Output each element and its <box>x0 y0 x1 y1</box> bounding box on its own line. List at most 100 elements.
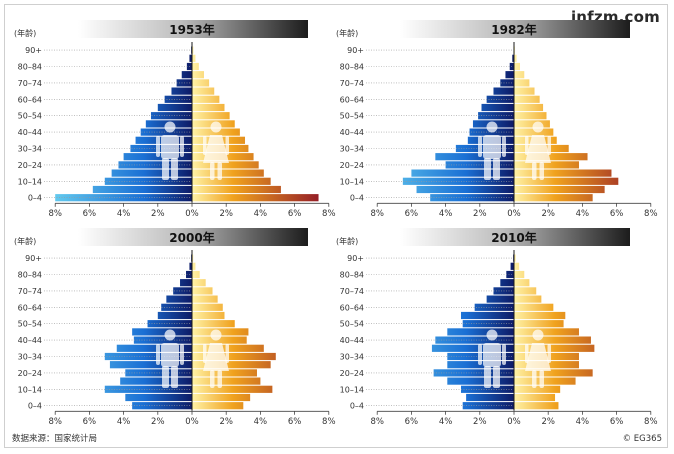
x-tick-label: 0% <box>185 417 199 427</box>
female-bar-85-89 <box>192 54 196 62</box>
male-bar-85-89 <box>189 54 192 62</box>
male-bar-85-89 <box>512 54 514 62</box>
female-bar-50-54 <box>192 112 230 120</box>
female-bar-15-19 <box>192 169 264 177</box>
female-bar-40-44 <box>192 336 247 344</box>
chart-title: 1953年 <box>169 22 214 37</box>
male-bar-45-49 <box>447 328 514 336</box>
male-bar-60-64 <box>164 95 192 103</box>
female-bar-85-89 <box>514 54 517 62</box>
female-bar-20-24 <box>514 161 579 169</box>
age-tick-0-4: 0–4 <box>28 194 42 203</box>
age-tick-20-24: 20–24 <box>18 369 42 378</box>
male-bar-25-29 <box>435 153 514 161</box>
female-bar-35-39 <box>514 344 595 352</box>
female-bar-75-79 <box>192 279 206 287</box>
female-bar-5-9 <box>514 393 556 402</box>
age-tick-20-24: 20–24 <box>18 161 42 170</box>
chart-title: 2000年 <box>169 230 214 245</box>
age-tick-10-14: 10–14 <box>18 177 42 186</box>
x-tick-label: 4% <box>117 417 131 427</box>
female-bar-70-74 <box>514 79 530 87</box>
female-bar-60-64 <box>192 303 223 311</box>
age-tick-90: 90+ <box>25 46 42 55</box>
male-bar-40-44 <box>435 336 514 344</box>
male-bar-15-19 <box>111 169 192 177</box>
x-tick-label: 4% <box>576 209 590 219</box>
x-tick-label: 2% <box>473 417 487 427</box>
female-bar-0-4 <box>192 194 319 202</box>
age-tick-60-64: 60–64 <box>18 95 42 104</box>
x-tick-label: 6% <box>610 417 624 427</box>
male-bar-50-54 <box>150 112 192 120</box>
female-bar-10-14 <box>514 177 619 185</box>
pyramid-chart-1953: 1953年 (年龄) 0–4 10–14 20–24 30–34 40–44 50–54 60–… <box>14 20 336 219</box>
female-bar-80-84 <box>192 62 199 71</box>
female-bar-15-19 <box>514 169 612 177</box>
x-tick-label: 2% <box>541 209 555 219</box>
age-tick-0-4: 0–4 <box>350 194 364 203</box>
male-bar-10-14 <box>402 177 514 185</box>
female-bar-70-74 <box>192 287 213 295</box>
female-bar-80-84 <box>514 62 520 71</box>
male-bar-40-44 <box>133 336 192 344</box>
male-bar-5-9 <box>92 185 192 194</box>
age-tick-30-34: 30–34 <box>18 353 42 362</box>
male-bar-65-69 <box>171 87 192 95</box>
x-tick-label: 8% <box>644 209 658 219</box>
age-tick-60-64: 60–64 <box>340 95 364 104</box>
female-bar-65-69 <box>514 87 535 95</box>
title-band <box>400 20 630 38</box>
female-bar-80-84 <box>514 270 525 279</box>
female-bar-50-54 <box>514 112 547 120</box>
title-band <box>78 228 308 246</box>
data-source-note: 数据来源：国家统计局 <box>12 434 98 444</box>
x-tick-label: 8% <box>644 417 658 427</box>
male-bar-50-54 <box>462 320 514 328</box>
male-bar-10-14 <box>460 385 514 393</box>
x-tick-label: 8% <box>48 417 62 427</box>
female-bar-15-19 <box>192 377 261 385</box>
male-bar-40-44 <box>140 128 192 136</box>
age-tick-80-84: 80–84 <box>340 271 364 280</box>
female-bar-60-64 <box>192 95 220 103</box>
x-tick-label: 2% <box>151 417 165 427</box>
male-bar-55-59 <box>460 311 514 320</box>
age-axis-label: (年龄) <box>14 28 36 38</box>
age-tick-70-74: 70–74 <box>340 287 364 296</box>
age-tick-50-54: 50–54 <box>18 320 42 329</box>
age-tick-60-64: 60–64 <box>18 303 42 312</box>
x-tick-label: 8% <box>48 209 62 219</box>
age-tick-70-74: 70–74 <box>18 287 42 296</box>
male-bar-75-79 <box>505 71 514 79</box>
female-bar-5-9 <box>192 185 281 194</box>
age-tick-60-64: 60–64 <box>340 303 364 312</box>
age-tick-40-44: 40–44 <box>340 128 364 137</box>
age-axis-label: (年龄) <box>336 28 358 38</box>
female-bar-55-59 <box>192 311 225 320</box>
female-bar-15-19 <box>514 377 576 385</box>
pyramid-chart-1982: 1982年 (年龄) 0–4 10–14 20–24 30–34 40–44 50–54 60–… <box>336 20 658 219</box>
female-bar-20-24 <box>192 161 259 169</box>
female-figure-icon <box>525 329 551 388</box>
age-tick-10-14: 10–14 <box>340 385 364 394</box>
female-bar-0-4 <box>514 402 559 410</box>
female-bar-55-59 <box>514 103 544 112</box>
x-tick-label: 4% <box>254 209 268 219</box>
female-bar-65-69 <box>192 87 215 95</box>
female-bar-45-49 <box>514 120 550 128</box>
male-bar-60-64 <box>486 95 514 103</box>
male-bar-10-14 <box>104 177 192 185</box>
age-tick-30-34: 30–34 <box>18 145 42 154</box>
female-bar-10-14 <box>192 385 273 393</box>
age-tick-70-74: 70–74 <box>340 79 364 88</box>
female-bar-90 <box>192 46 194 54</box>
title-band <box>400 228 630 246</box>
x-tick-label: 8% <box>370 417 384 427</box>
male-bar-25-29 <box>109 361 192 369</box>
age-tick-30-34: 30–34 <box>340 353 364 362</box>
x-tick-label: 8% <box>322 417 336 427</box>
male-bar-65-69 <box>486 295 514 303</box>
female-figure-icon <box>203 121 229 180</box>
age-axis-label: (年龄) <box>14 236 36 246</box>
